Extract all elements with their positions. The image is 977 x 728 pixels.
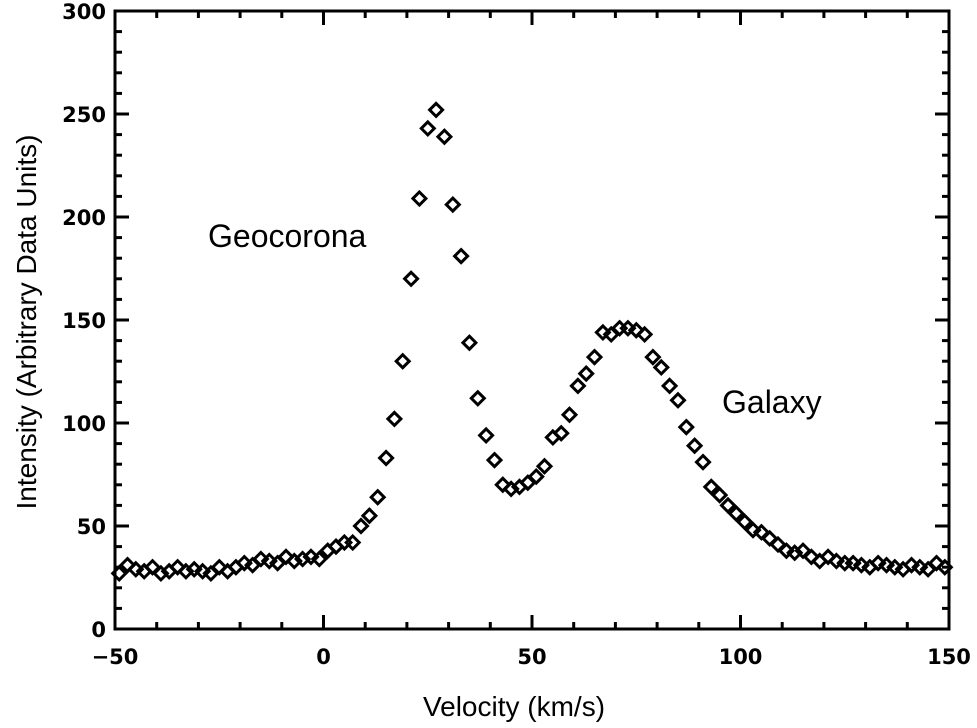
data-point-diamond	[168, 558, 187, 576]
data-point-diamond	[410, 189, 429, 208]
data-point-diamond	[177, 562, 195, 580]
data-markers	[110, 101, 954, 583]
data-point-diamond	[736, 513, 754, 531]
data-point-diamond	[277, 548, 295, 566]
axis-ticks	[113, 9, 951, 631]
data-point-diamond	[644, 348, 662, 366]
axis-tick-labels: −50 0 50 100 150 0 50 100 150 200 250 300	[62, 0, 971, 669]
data-point-diamond	[802, 548, 821, 566]
data-point-diamond	[310, 550, 328, 568]
x-tick-label: 0	[316, 645, 331, 669]
data-point-diamond	[677, 418, 695, 436]
data-point-diamond	[152, 564, 170, 583]
data-point-diamond	[469, 389, 487, 407]
data-point-diamond	[477, 426, 495, 445]
data-point-diamond	[344, 533, 362, 552]
data-point-diamond	[369, 488, 387, 506]
data-point-diamond	[577, 364, 595, 383]
data-point-diamond	[143, 558, 162, 576]
data-point-diamond	[502, 480, 520, 498]
data-point-diamond	[685, 437, 704, 455]
y-tick-label: 100	[62, 412, 106, 436]
data-point-diamond	[535, 457, 554, 475]
data-point-diamond	[710, 486, 729, 504]
data-point-diamond	[786, 544, 804, 562]
data-point-diamond	[394, 352, 412, 370]
x-tick-label: 100	[719, 645, 763, 669]
data-point-diamond	[293, 550, 312, 568]
y-tick-label: 300	[62, 0, 106, 24]
data-point-diamond	[110, 564, 128, 583]
data-point-diamond	[494, 476, 512, 494]
data-point-diamond	[627, 321, 645, 339]
data-point-diamond	[485, 451, 504, 469]
data-point-diamond	[427, 101, 445, 119]
data-point-diamond	[527, 467, 545, 486]
data-point-diamond	[552, 424, 570, 442]
data-point-diamond	[210, 558, 228, 576]
data-point-diamond	[719, 496, 737, 515]
data-point-diamond	[702, 478, 720, 496]
y-tick-label: 0	[91, 618, 106, 642]
y-tick-label: 150	[62, 309, 106, 333]
data-point-diamond	[794, 542, 812, 560]
x-tick-label: 50	[517, 645, 546, 669]
data-point-diamond	[435, 128, 454, 146]
data-point-diamond	[444, 195, 462, 214]
data-point-diamond	[927, 554, 946, 572]
data-point-diamond	[385, 410, 404, 428]
data-point-diamond	[660, 377, 679, 395]
data-point-diamond	[635, 325, 654, 344]
data-point-diamond	[936, 558, 954, 576]
y-tick-label: 250	[62, 103, 106, 127]
plot-frame	[113, 9, 951, 631]
data-point-diamond	[452, 247, 470, 265]
data-point-diamond	[118, 556, 137, 574]
x-tick-label: −50	[92, 645, 139, 669]
x-axis-title: Velocity (km/s)	[423, 691, 605, 722]
y-tick-label: 50	[77, 515, 106, 539]
data-point-diamond	[402, 270, 420, 288]
data-point-diamond	[377, 449, 395, 467]
data-point-diamond	[285, 552, 303, 570]
data-point-diamond	[727, 504, 745, 523]
data-point-diamond	[819, 548, 837, 566]
data-point-diamond	[761, 529, 779, 548]
y-tick-label: 200	[62, 206, 106, 230]
annotation-geocorona: Geocorona	[208, 218, 367, 254]
data-point-diamond	[769, 535, 787, 554]
data-point-diamond	[669, 391, 687, 409]
data-point-diamond	[352, 517, 370, 535]
data-point-diamond	[419, 119, 437, 138]
data-point-diamond	[694, 453, 712, 471]
data-point-diamond	[569, 377, 587, 395]
y-axis-title: Intensity (Arbitrary Data Units)	[11, 135, 42, 510]
data-point-diamond	[360, 507, 379, 525]
data-point-diamond	[460, 334, 479, 352]
data-point-diamond	[585, 348, 604, 366]
data-point-diamond	[652, 358, 670, 377]
x-tick-label: 150	[927, 645, 971, 669]
data-point-diamond	[560, 406, 579, 424]
annotation-galaxy: Galaxy	[722, 384, 822, 420]
